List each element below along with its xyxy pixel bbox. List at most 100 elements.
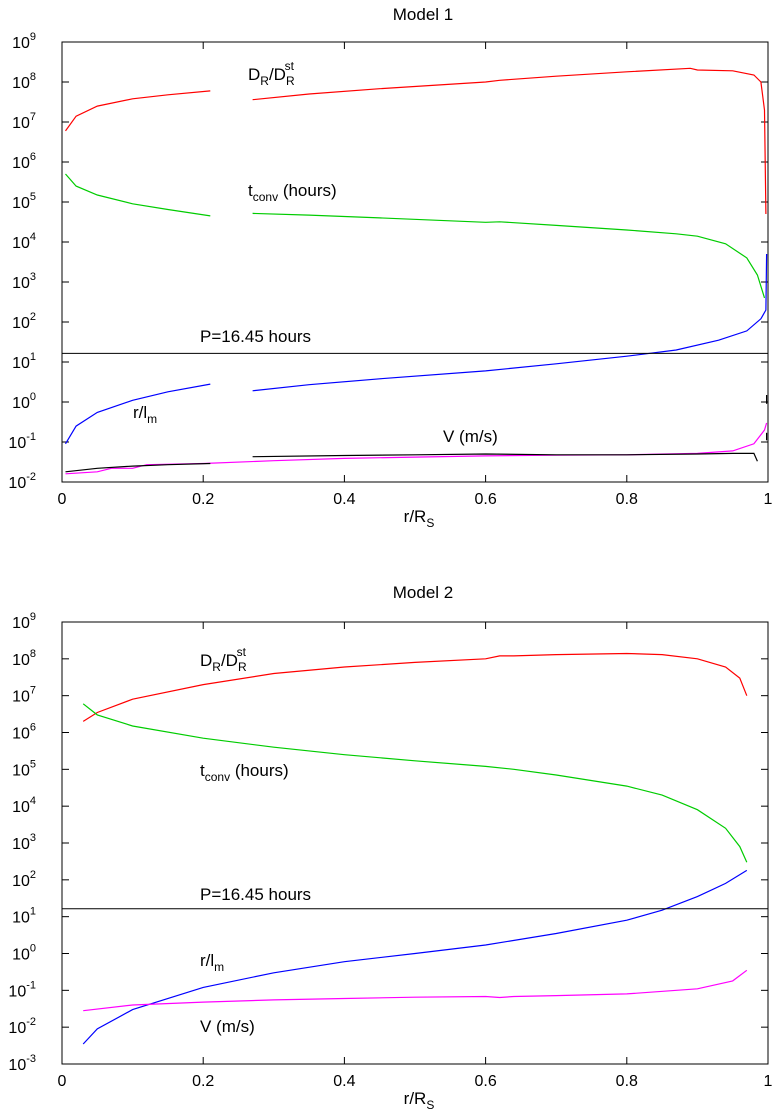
label-rlm: r/lm [200, 951, 224, 974]
y-tick-label: 10-3 [8, 1053, 36, 1074]
x-axis-label-sub: S [426, 1098, 434, 1112]
y-tick-label: 103 [12, 271, 36, 292]
x-tick-label: 0.8 [616, 491, 638, 508]
y-tick-exponent: 8 [30, 71, 36, 83]
y-tick-exponent: 9 [30, 31, 36, 43]
period-label: P=16.45 hours [200, 327, 311, 346]
period-label: P=16.45 hours [200, 885, 311, 904]
label-dr: DR/DRst [200, 645, 247, 674]
y-tick-base: 10 [12, 315, 30, 332]
y-tick-base: 10 [8, 983, 26, 1000]
y-tick-exponent: -1 [26, 979, 36, 991]
y-tick-base: 10 [8, 475, 26, 492]
series-line-rlm [252, 253, 768, 392]
plot-frame [61, 41, 769, 483]
y-tick-base: 10 [12, 652, 30, 669]
label-tconv-sub: conv [253, 190, 278, 204]
y-tick-base: 10 [12, 947, 30, 964]
series-line-black [65, 462, 211, 473]
x-axis-label-sub: S [426, 516, 434, 530]
label-dr-sup: st [285, 59, 295, 73]
y-tick-base: 10 [12, 355, 30, 372]
label-dr-slash: /D [221, 651, 238, 670]
y-tick-label: 103 [12, 832, 36, 853]
x-tick-label: 0.2 [192, 1073, 214, 1090]
y-tick-exponent: 5 [30, 758, 36, 770]
y-tick-label: 108 [12, 71, 36, 92]
y-tick-exponent: 8 [30, 648, 36, 660]
y-tick-exponent: 3 [30, 832, 36, 844]
series-line-dr [82, 652, 748, 722]
y-tick-label: 10-1 [8, 431, 36, 452]
label-tconv-rest: (hours) [278, 181, 337, 200]
y-tick-exponent: 0 [30, 391, 36, 403]
series-line-black [252, 452, 758, 462]
label-dr-sub2: R [286, 74, 295, 88]
y-tick-base: 10 [12, 75, 30, 92]
y-tick-label: 10-2 [8, 1016, 36, 1037]
x-tick-label: 0 [58, 491, 67, 508]
label-dr-sub2: R [238, 660, 247, 674]
y-tick-base: 10 [12, 615, 30, 632]
y-tick-exponent: 1 [30, 906, 36, 918]
y-tick-exponent: -2 [26, 471, 36, 483]
series-line-v [83, 969, 748, 1012]
y-tick-base: 10 [12, 873, 30, 890]
x-tick-label: 0 [58, 1073, 67, 1090]
y-tick-base: 10 [12, 762, 30, 779]
y-tick-base: 10 [12, 799, 30, 816]
y-tick-base: 10 [8, 435, 26, 452]
series-line-v [65, 422, 768, 475]
series-line-rlm [64, 383, 211, 445]
label-dr-slash: /D [269, 65, 286, 84]
series-line-rlm [82, 869, 748, 1045]
y-tick-label: 100 [12, 391, 36, 412]
y-tick-exponent: 2 [30, 311, 36, 323]
y-tick-base: 10 [12, 726, 30, 743]
label-tconv: tconv (hours) [200, 761, 289, 784]
y-tick-exponent: 2 [30, 869, 36, 881]
label-v: V (m/s) [200, 1017, 255, 1036]
y-tick-exponent: 4 [30, 231, 36, 243]
series-line-dr [252, 67, 767, 215]
y-tick-label: 10-2 [8, 471, 36, 492]
label-tconv-main: t [248, 181, 253, 200]
y-tick-label: 104 [12, 795, 36, 816]
y-tick-base: 10 [12, 275, 30, 292]
label-tconv: tconv (hours) [248, 181, 337, 204]
y-tick-base: 10 [12, 910, 30, 927]
y-tick-exponent: 7 [30, 111, 36, 123]
y-tick-label: 104 [12, 231, 36, 252]
x-tick-label: 0.4 [333, 1073, 355, 1090]
label-tconv-sub: conv [205, 770, 230, 784]
y-tick-exponent: 6 [30, 151, 36, 163]
label-tconv-rest: (hours) [230, 761, 289, 780]
label-dr-sub: R [212, 660, 221, 674]
y-tick-label: 109 [12, 31, 36, 52]
y-tick-label: 101 [12, 906, 36, 927]
series-line-tconv [252, 212, 766, 299]
series-line-tconv [65, 173, 211, 217]
y-tick-exponent: 1 [30, 351, 36, 363]
y-tick-label: 10-1 [8, 979, 36, 1000]
y-tick-exponent: 0 [30, 943, 36, 955]
label-rlm: r/lm [133, 403, 157, 426]
plot-area [82, 652, 748, 1045]
y-tick-exponent: 5 [30, 191, 36, 203]
y-tick-exponent: -3 [26, 1053, 36, 1065]
label-rlm-sub: m [214, 960, 224, 974]
y-tick-label: 105 [12, 191, 36, 212]
y-tick-label: 108 [12, 648, 36, 669]
x-axis-label: r/RS [404, 507, 435, 530]
series-line-dr [65, 90, 211, 132]
label-dr-main: D [200, 651, 212, 670]
y-tick-label: 106 [12, 722, 36, 743]
y-tick-base: 10 [8, 1057, 26, 1074]
x-tick-label: 1 [764, 491, 773, 508]
label-tconv-main: t [200, 761, 205, 780]
y-tick-exponent: -2 [26, 1016, 36, 1028]
y-tick-exponent: 9 [30, 611, 36, 623]
y-tick-base: 10 [12, 195, 30, 212]
label-rlm-main: r/l [133, 403, 147, 422]
